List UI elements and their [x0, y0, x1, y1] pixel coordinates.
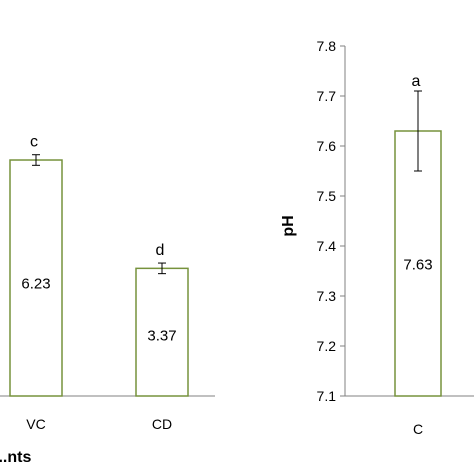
- right-bar-chart: 7.1 7.2 7.3 7.4 7.5 7.6 7.7 7.8 7.63 a C pH: [280, 38, 474, 437]
- right-category-label-c: C: [413, 421, 423, 437]
- right-y-tick-label-5: 7.6: [317, 138, 337, 154]
- right-y-tick-label-4: 7.5: [317, 188, 337, 204]
- left-significance-letter-cd: d: [156, 242, 165, 259]
- left-bar-vc: [9, 159, 63, 397]
- right-y-tick-label-0: 7.1: [317, 388, 337, 404]
- left-category-label-vc: VC: [26, 416, 45, 432]
- left-significance-letter-vc: c: [30, 134, 38, 151]
- left-error-bar-cd: [158, 262, 166, 275]
- right-value-label-c: 7.63: [403, 257, 432, 274]
- right-y-axis-title: pH: [280, 215, 297, 236]
- right-bars-group: 7.63 a: [394, 73, 442, 397]
- left-value-label-cd: 3.37: [147, 328, 176, 345]
- left-category-label-cd: CD: [152, 416, 172, 432]
- right-y-tick-label-6: 7.7: [317, 88, 337, 104]
- right-y-ticks-group: 7.1 7.2 7.3 7.4 7.5 7.6 7.7 7.8: [317, 38, 345, 404]
- left-x-axis-title: ...nts: [0, 449, 31, 466]
- left-value-label-vc: 6.23: [21, 276, 50, 293]
- right-significance-letter-c: a: [412, 73, 421, 90]
- left-bar-cd: [135, 267, 189, 397]
- right-bar-c: [394, 130, 442, 397]
- right-y-tick-label-1: 7.2: [317, 338, 337, 354]
- right-y-tick-label-3: 7.4: [317, 238, 337, 254]
- right-y-tick-label-2: 7.3: [317, 288, 337, 304]
- right-error-bar-c: [414, 90, 422, 172]
- left-error-bar-vc: [32, 154, 40, 166]
- right-y-tick-label-7: 7.8: [317, 38, 337, 54]
- left-bars-group: 6.23 c 3.37 d: [9, 134, 189, 397]
- left-bar-chart: 6.23 c 3.37 d VC CD ...nts: [0, 134, 215, 466]
